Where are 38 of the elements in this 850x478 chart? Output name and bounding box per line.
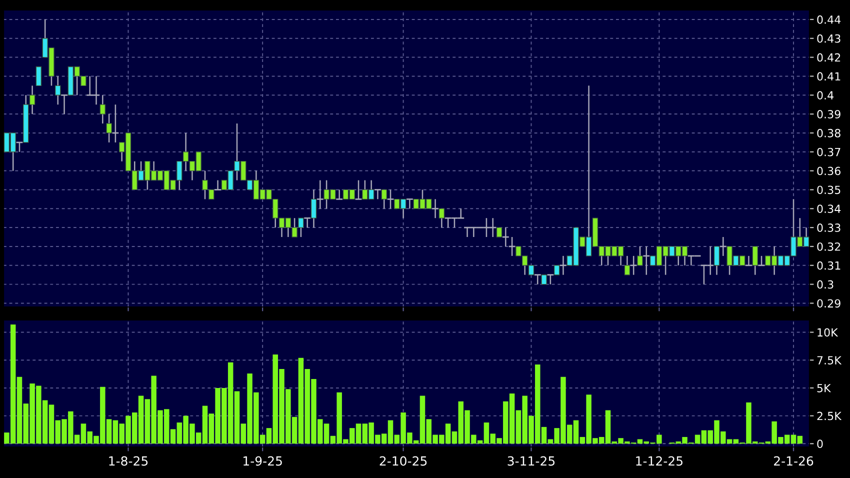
y-tick-label: 0.34 bbox=[817, 204, 841, 214]
y-tick-label: 10K bbox=[818, 328, 838, 337]
candlestick bbox=[630, 255, 638, 276]
y-tick-label: 0.32 bbox=[817, 242, 840, 251]
x-tick-label: 3-11-25 bbox=[508, 456, 555, 466]
y-tick-label: 0.3 bbox=[817, 280, 834, 289]
y-tick-label: 0.35 bbox=[817, 186, 840, 194]
y-tick-label: 0.38 bbox=[817, 128, 840, 138]
y-tick-label: 0.41 bbox=[817, 72, 840, 81]
y-tick-label: 0.39 bbox=[817, 110, 840, 118]
y-tick-label: 0.33 bbox=[817, 224, 840, 232]
y-tick-label: 5K bbox=[817, 384, 832, 392]
candlestick bbox=[758, 255, 766, 266]
y-tick-label: 0.31 bbox=[817, 261, 840, 270]
candlestick bbox=[541, 274, 547, 285]
y-tick-label: 0.37 bbox=[817, 148, 840, 156]
x-tick-label: 1-12-25 bbox=[636, 456, 682, 466]
x-tick-label: 2-1-26 bbox=[774, 456, 814, 466]
candlestick bbox=[386, 189, 394, 210]
x-tick-label: 1-8-25 bbox=[109, 456, 148, 466]
y-tick-label: 7.5K bbox=[817, 356, 842, 364]
y-tick-label: 0.42 bbox=[817, 53, 840, 62]
y-tick-label: 2.5K bbox=[817, 412, 842, 420]
y-tick-label: 0.29 bbox=[817, 299, 840, 308]
candlestick bbox=[36, 66, 42, 86]
candlestick bbox=[496, 227, 502, 238]
x-tick-label: 1-9-25 bbox=[244, 456, 282, 466]
candlestick bbox=[16, 142, 24, 153]
y-tick-label: 0.36 bbox=[817, 166, 840, 176]
y-tick-label: 0 bbox=[817, 440, 823, 448]
candlestick bbox=[354, 180, 362, 200]
candlestick bbox=[100, 94, 106, 124]
y-tick-label: 0.43 bbox=[817, 34, 840, 43]
candlestick bbox=[546, 274, 554, 285]
x-tick-label: 2-10-25 bbox=[380, 456, 427, 466]
y-tick-label: 0.44 bbox=[817, 15, 841, 24]
y-tick-label: 0.4 bbox=[817, 91, 834, 100]
candlestick bbox=[554, 265, 560, 276]
